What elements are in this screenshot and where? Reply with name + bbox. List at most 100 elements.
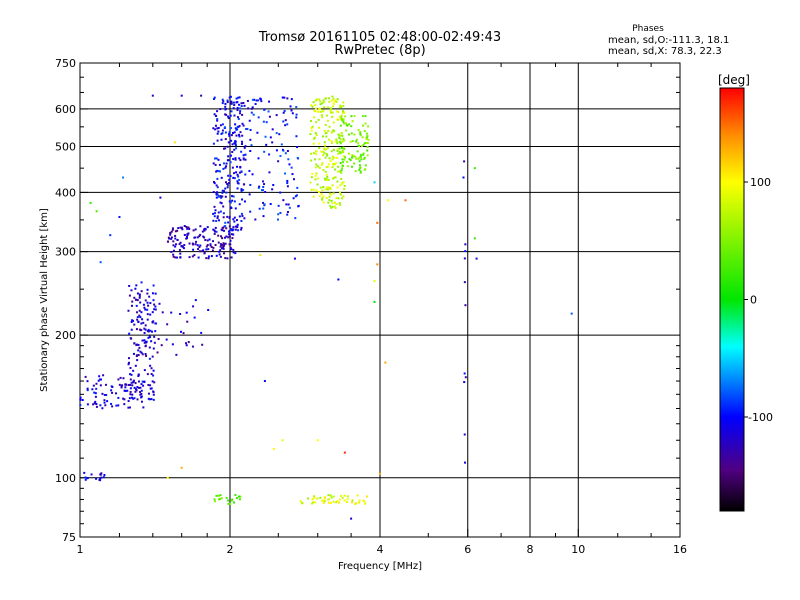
data-point <box>167 236 170 239</box>
data-point <box>248 119 251 122</box>
data-point <box>290 166 293 169</box>
data-point <box>186 233 189 236</box>
data-point <box>275 149 278 152</box>
data-point <box>241 140 244 143</box>
data-point <box>227 499 230 502</box>
data-point <box>286 123 289 126</box>
data-point <box>192 229 195 232</box>
stats-o-mode: mean, sd,O:-111.3, 18.1 <box>608 35 729 46</box>
data-point <box>354 155 357 158</box>
data-point <box>186 227 189 230</box>
data-point <box>228 133 231 136</box>
data-point <box>351 499 354 502</box>
data-point <box>326 188 329 191</box>
data-point <box>150 398 153 401</box>
data-point <box>330 108 333 111</box>
data-point <box>464 376 467 379</box>
data-point <box>322 99 325 102</box>
data-point <box>227 155 230 158</box>
data-point <box>338 140 341 143</box>
data-point <box>221 132 224 135</box>
data-point <box>323 496 326 499</box>
data-point <box>287 203 290 206</box>
data-point <box>362 152 365 155</box>
data-point <box>242 154 245 157</box>
data-point <box>122 176 125 179</box>
data-point <box>222 242 225 245</box>
data-point <box>196 236 199 239</box>
data-point <box>570 312 573 315</box>
data-point <box>224 225 227 228</box>
data-point <box>354 502 357 505</box>
data-point <box>222 216 225 219</box>
data-point <box>312 101 315 104</box>
data-point <box>235 147 238 150</box>
data-point <box>233 501 236 504</box>
data-point <box>214 230 217 233</box>
data-point <box>179 330 182 333</box>
data-point <box>84 375 87 378</box>
data-point <box>104 383 107 386</box>
data-point <box>248 169 251 172</box>
data-point <box>244 158 247 161</box>
data-point <box>281 96 284 99</box>
data-point <box>236 180 239 183</box>
data-point <box>343 147 346 150</box>
data-point <box>214 209 217 212</box>
data-point <box>364 168 367 171</box>
data-point <box>233 172 236 175</box>
data-point <box>295 116 298 119</box>
data-point <box>243 146 246 149</box>
data-point <box>225 113 228 116</box>
data-point <box>223 243 226 246</box>
data-point <box>314 107 317 110</box>
data-point <box>99 261 102 264</box>
data-point <box>234 144 237 147</box>
data-point <box>240 170 243 173</box>
data-point <box>228 96 231 99</box>
data-point <box>228 200 231 203</box>
data-point <box>281 439 284 442</box>
data-point <box>238 178 241 181</box>
data-point <box>229 239 232 242</box>
data-point <box>251 173 254 176</box>
data-point <box>224 166 227 169</box>
data-point <box>215 494 218 497</box>
data-point <box>277 213 280 216</box>
y-axis-label: Stationary phase Virtual Height [km] <box>39 208 50 392</box>
data-point <box>339 184 342 187</box>
data-point <box>103 399 106 402</box>
data-point <box>309 181 312 184</box>
data-point <box>151 292 154 295</box>
data-point <box>296 146 299 149</box>
data-point <box>344 115 347 118</box>
data-point <box>332 162 335 165</box>
data-point <box>319 496 322 499</box>
data-point <box>318 195 321 198</box>
data-point <box>150 340 153 343</box>
data-point <box>238 157 241 160</box>
data-point <box>345 122 348 125</box>
data-point <box>240 219 243 222</box>
data-point <box>95 387 98 390</box>
data-point <box>183 244 186 247</box>
data-point <box>218 163 221 166</box>
data-point <box>122 397 125 400</box>
data-point <box>222 247 225 250</box>
data-point <box>233 104 236 107</box>
data-point <box>233 114 236 117</box>
data-point <box>359 166 362 169</box>
data-point <box>322 201 325 204</box>
data-point <box>283 96 286 99</box>
data-point <box>327 138 330 141</box>
data-point <box>365 495 368 498</box>
data-point <box>83 471 86 474</box>
data-point <box>227 115 230 118</box>
data-point <box>235 97 238 100</box>
data-point <box>149 364 152 367</box>
data-point <box>314 166 317 169</box>
data-point <box>268 153 271 156</box>
data-point <box>192 248 195 251</box>
data-point <box>231 199 234 202</box>
data-point <box>325 131 328 134</box>
